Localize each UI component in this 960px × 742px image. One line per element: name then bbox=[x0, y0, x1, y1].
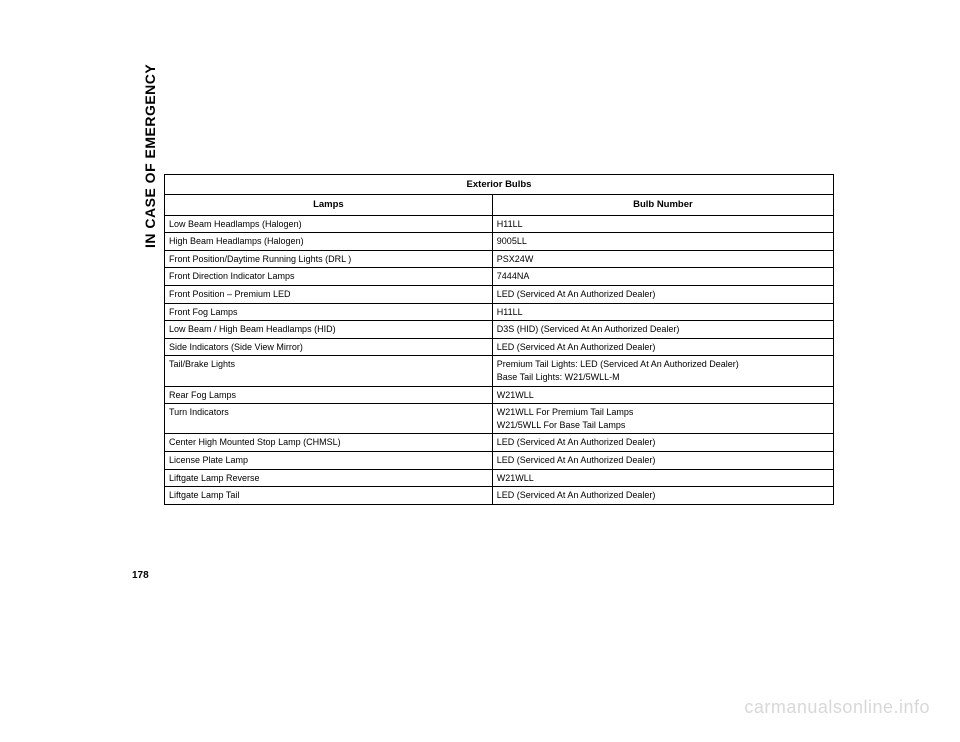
table-row: Liftgate Lamp Tail LED (Serviced At An A… bbox=[165, 487, 834, 505]
lamp-cell: Front Direction Indicator Lamps bbox=[165, 268, 493, 286]
table-row: Liftgate Lamp Reverse W21WLL bbox=[165, 469, 834, 487]
bulb-cell: W21WLL For Premium Tail LampsW21/5WLL Fo… bbox=[492, 404, 833, 434]
lamp-cell: Low Beam / High Beam Headlamps (HID) bbox=[165, 321, 493, 339]
bulb-cell: LED (Serviced At An Authorized Dealer) bbox=[492, 285, 833, 303]
table-row: Front Position/Daytime Running Lights (D… bbox=[165, 250, 834, 268]
col-header-lamps: Lamps bbox=[165, 195, 493, 215]
table-row: Rear Fog Lamps W21WLL bbox=[165, 386, 834, 404]
lamp-cell: License Plate Lamp bbox=[165, 451, 493, 469]
table-row: Low Beam / High Beam Headlamps (HID) D3S… bbox=[165, 321, 834, 339]
lamp-cell: Liftgate Lamp Reverse bbox=[165, 469, 493, 487]
table-row: License Plate Lamp LED (Serviced At An A… bbox=[165, 451, 834, 469]
page-number: 178 bbox=[132, 570, 149, 581]
lamp-cell: Tail/Brake Lights bbox=[165, 356, 493, 386]
bulb-cell: PSX24W bbox=[492, 250, 833, 268]
lamp-cell: Turn Indicators bbox=[165, 404, 493, 434]
bulb-cell: 9005LL bbox=[492, 233, 833, 251]
table-row: Front Position – Premium LED LED (Servic… bbox=[165, 285, 834, 303]
lamp-cell: Center High Mounted Stop Lamp (CHMSL) bbox=[165, 434, 493, 452]
table-row: Turn Indicators W21WLL For Premium Tail … bbox=[165, 404, 834, 434]
bulb-cell: LED (Serviced At An Authorized Dealer) bbox=[492, 338, 833, 356]
lamp-cell: High Beam Headlamps (Halogen) bbox=[165, 233, 493, 251]
bulb-table-container: Exterior Bulbs Lamps Bulb Number Low Bea… bbox=[164, 174, 834, 505]
bulb-cell: H11LL bbox=[492, 303, 833, 321]
table-title: Exterior Bulbs bbox=[165, 175, 834, 195]
table-title-row: Exterior Bulbs bbox=[165, 175, 834, 195]
lamp-cell: Side Indicators (Side View Mirror) bbox=[165, 338, 493, 356]
bulb-cell: W21WLL bbox=[492, 469, 833, 487]
table-row: Center High Mounted Stop Lamp (CHMSL) LE… bbox=[165, 434, 834, 452]
table-row: High Beam Headlamps (Halogen) 9005LL bbox=[165, 233, 834, 251]
table-header-row: Lamps Bulb Number bbox=[165, 195, 834, 215]
table-row: Tail/Brake Lights Premium Tail Lights: L… bbox=[165, 356, 834, 386]
bulb-cell: D3S (HID) (Serviced At An Authorized Dea… bbox=[492, 321, 833, 339]
lamp-cell: Front Position – Premium LED bbox=[165, 285, 493, 303]
bulb-cell: Premium Tail Lights: LED (Serviced At An… bbox=[492, 356, 833, 386]
bulb-cell: W21WLL bbox=[492, 386, 833, 404]
section-label: IN CASE OF EMERGENCY bbox=[142, 64, 158, 248]
bulb-cell: LED (Serviced At An Authorized Dealer) bbox=[492, 487, 833, 505]
exterior-bulbs-table: Exterior Bulbs Lamps Bulb Number Low Bea… bbox=[164, 174, 834, 505]
table-row: Front Direction Indicator Lamps 7444NA bbox=[165, 268, 834, 286]
bulb-cell: LED (Serviced At An Authorized Dealer) bbox=[492, 434, 833, 452]
table-row: Side Indicators (Side View Mirror) LED (… bbox=[165, 338, 834, 356]
bulb-cell: LED (Serviced At An Authorized Dealer) bbox=[492, 451, 833, 469]
lamp-cell: Liftgate Lamp Tail bbox=[165, 487, 493, 505]
bulb-cell: 7444NA bbox=[492, 268, 833, 286]
table-row: Front Fog Lamps H11LL bbox=[165, 303, 834, 321]
lamp-cell: Front Fog Lamps bbox=[165, 303, 493, 321]
watermark: carmanualsonline.info bbox=[744, 697, 930, 718]
lamp-cell: Rear Fog Lamps bbox=[165, 386, 493, 404]
table-row: Low Beam Headlamps (Halogen) H11LL bbox=[165, 215, 834, 233]
bulb-cell: H11LL bbox=[492, 215, 833, 233]
lamp-cell: Low Beam Headlamps (Halogen) bbox=[165, 215, 493, 233]
lamp-cell: Front Position/Daytime Running Lights (D… bbox=[165, 250, 493, 268]
col-header-bulb: Bulb Number bbox=[492, 195, 833, 215]
